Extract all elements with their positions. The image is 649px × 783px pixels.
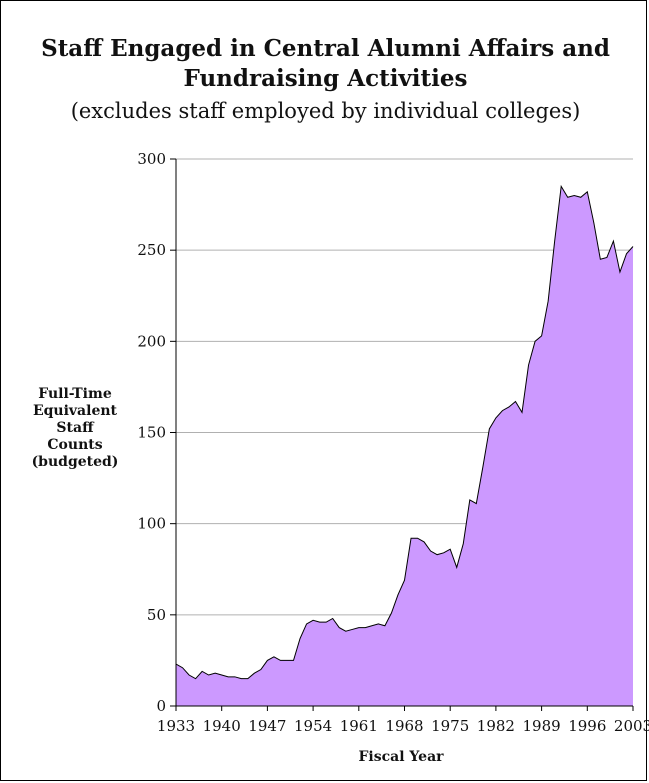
chart-title-line-2: Fundraising Activities <box>183 65 468 92</box>
y-tick-label: 250 <box>137 241 166 259</box>
x-tick-label: 2003 <box>614 717 649 735</box>
y-axis-label: Full-Time Equivalent Staff Counts (budge… <box>15 386 135 471</box>
y-tick-label: 200 <box>137 332 166 350</box>
x-tick-label: 1996 <box>568 717 606 735</box>
x-tick-label: 1975 <box>431 717 469 735</box>
y-axis-label-line: Counts <box>47 437 103 453</box>
y-tick-labels: 0 50 100 150 200 250 300 <box>137 150 166 715</box>
series-line <box>175 184 634 680</box>
x-tick-labels: 1933 1940 1947 1954 1961 1968 1975 1982 1989 1996… <box>157 717 649 735</box>
area-fill <box>176 186 633 707</box>
axes <box>170 158 634 711</box>
y-axis-label-line: Equivalent <box>32 403 118 419</box>
y-axis-label-line: Staff <box>56 420 94 436</box>
x-tick-label: 1961 <box>340 717 378 735</box>
x-tick-label: 1947 <box>248 717 286 735</box>
y-tick-label: 100 <box>137 515 166 533</box>
x-tick-label: 1968 <box>385 717 423 735</box>
y-axis-label-line: (budgeted) <box>31 454 119 470</box>
y-tick-label: 150 <box>137 424 166 442</box>
x-tick-label: 1933 <box>157 717 195 735</box>
x-tick-label: 1954 <box>294 717 332 735</box>
chart-subtitle: (excludes staff employed by individual c… <box>70 99 581 123</box>
x-axis-label: Fiscal Year <box>358 749 444 765</box>
y-tick-label: 50 <box>147 606 166 624</box>
y-tick-label: 300 <box>137 150 166 168</box>
x-tick-label: 1989 <box>523 717 561 735</box>
y-axis-label-line: Full-Time <box>38 386 112 402</box>
x-tick-label: 1940 <box>203 717 241 735</box>
chart-title-line-1: Staff Engaged in Central Alumni Affairs … <box>41 35 610 62</box>
plot-area <box>175 184 634 707</box>
x-tick-label: 1982 <box>477 717 515 735</box>
y-tick-label: 0 <box>156 697 166 715</box>
